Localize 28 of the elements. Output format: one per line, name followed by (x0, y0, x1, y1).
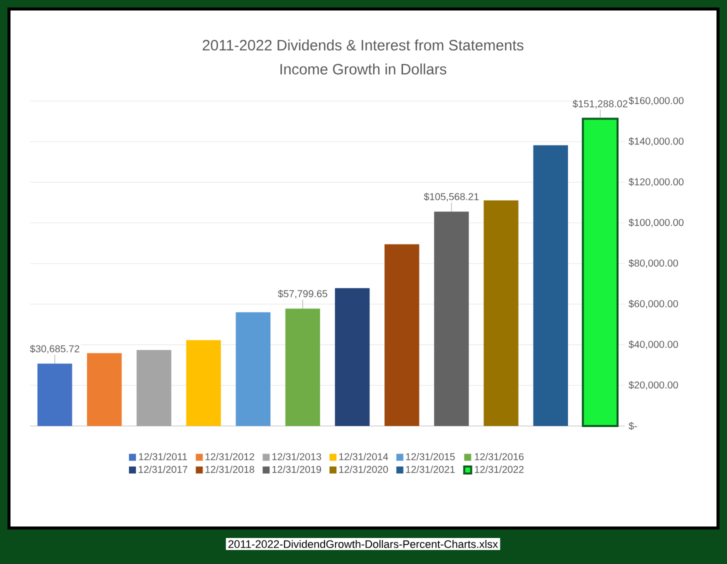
y-tick-label: $80,000.00 (628, 259, 678, 268)
legend-label: 12/31/2013 (272, 452, 322, 460)
legend-label: 12/31/2022 (474, 466, 524, 473)
legend-label: 12/31/2016 (474, 452, 524, 460)
legend-label: 12/31/2017 (138, 466, 188, 473)
legend-label: 12/31/2011 (139, 452, 187, 460)
y-tick-label: $140,000.00 (628, 137, 684, 146)
legend-label: 12/31/2018 (206, 466, 254, 473)
legend-label: 12/31/2014 (339, 452, 388, 460)
legend-label: 12/31/2019 (272, 466, 322, 473)
y-tick-label: $40,000.00 (628, 340, 678, 350)
data-label: $151,288.02 (572, 100, 628, 108)
y-tick-label: $60,000.00 (628, 300, 678, 308)
data-label: $30,685.72 (30, 344, 80, 354)
data-label: $57,799.65 (278, 290, 328, 298)
text: 2011-2022-DividendGrowth-Dollars-Percent-Charts.xlsx (228, 540, 498, 548)
data-label: $105,568.21 (424, 192, 479, 202)
y-tick-label: $160,000.00 (628, 96, 684, 106)
chart-subtitle: Income Growth in Dollars (280, 64, 446, 74)
legend-label: 12/31/2021 (406, 466, 455, 473)
y-tick-label: $120,000.00 (628, 178, 684, 187)
legend-label: 12/31/2015 (406, 452, 455, 460)
legend-label: 12/31/2012 (206, 452, 254, 460)
legend-label: 12/31/2020 (339, 466, 388, 473)
chart-title: 2011-2022 Dividends & Interest from Statements (202, 40, 524, 50)
y-tick-label: $- (628, 422, 637, 430)
y-tick-label: $100,000.00 (628, 218, 684, 228)
y-tick-label: $20,000.00 (628, 381, 678, 390)
